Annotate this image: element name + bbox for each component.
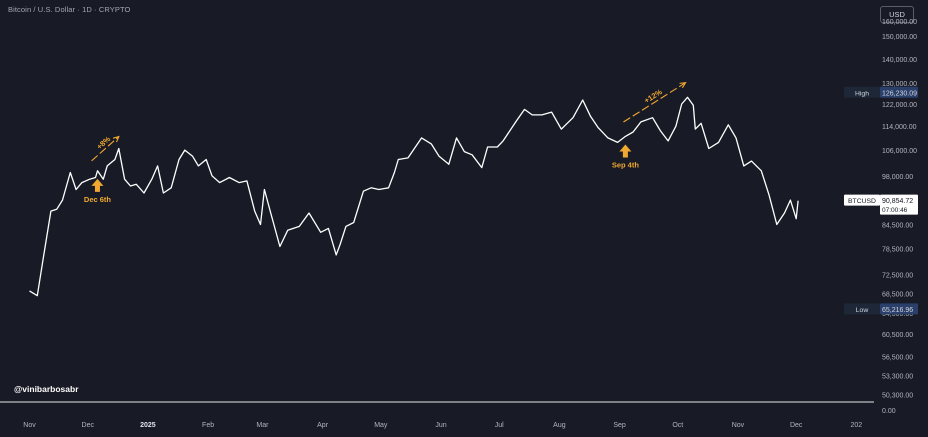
high-label-tag-bg — [844, 86, 880, 98]
x-tick-label: Apr — [317, 422, 329, 429]
move-arrow-line — [91, 136, 120, 162]
last-price-label-tag: BTCUSD — [848, 198, 876, 205]
x-tick-label: 202 — [851, 422, 863, 429]
price-line — [29, 96, 799, 297]
y-tick-label: 140,000.00 — [882, 57, 917, 64]
y-tick-label: 68,500.00 — [882, 291, 913, 298]
y-tick-label: 0.00 — [882, 408, 896, 415]
annotation-up-arrow-icon — [91, 178, 104, 192]
last-price-label-value-bg — [880, 194, 918, 215]
low-label-tag-bg — [844, 303, 880, 315]
x-tick-label: May — [374, 422, 388, 429]
currency-button[interactable]: USD — [880, 6, 914, 23]
annotation-up-arrow-icon — [619, 144, 632, 158]
x-tick-label: Mar — [256, 422, 269, 429]
y-tick-label: 50,300.00 — [882, 393, 913, 400]
x-tick-label: Feb — [202, 422, 214, 429]
y-tick-label: 60,500.00 — [882, 332, 913, 339]
last-price-label-countdown: 07:00:46 — [882, 207, 908, 214]
last-price-label-value: 90,854.72 — [882, 198, 913, 205]
y-tick-label: 56,500.00 — [882, 355, 913, 362]
x-tick-label: 2025 — [140, 422, 156, 429]
move-arrow-line — [623, 82, 686, 123]
low-label-tag: Low — [856, 307, 869, 314]
y-tick-label: 160,000.00 — [882, 19, 917, 26]
move-percent-label: +8% — [95, 134, 113, 151]
x-tick-label: Aug — [553, 422, 566, 429]
y-tick-label: 64,500.00 — [882, 311, 913, 318]
watermark: @vinibarbosabr — [14, 384, 79, 394]
high-label-tag: High — [855, 90, 869, 97]
x-tick-label: Sep — [613, 422, 626, 429]
x-tick-label: Nov — [732, 422, 745, 429]
symbol-title: Bitcoin / U.S. Dollar · 1D · CRYPTO — [8, 5, 131, 14]
y-tick-label: 106,000.00 — [882, 148, 917, 155]
move-arrowhead-icon — [112, 135, 120, 143]
high-label-value: 126,230.09 — [882, 90, 917, 97]
annotation-date-label: Dec 6th — [84, 195, 112, 204]
annotation-date-label: Sep 4th — [612, 160, 640, 169]
low-label-value: 65,216.96 — [882, 307, 913, 314]
y-tick-label: 98,000.00 — [882, 174, 913, 181]
last-price-label-tag-bg — [844, 194, 880, 206]
y-tick-label: 72,500.00 — [882, 273, 913, 280]
x-tick-label: Oct — [672, 422, 683, 429]
move-arrowhead-icon — [679, 82, 687, 89]
y-tick-label: 114,000.00 — [882, 124, 917, 131]
y-tick-label: 150,000.00 — [882, 34, 917, 41]
y-tick-label: 53,300.00 — [882, 374, 913, 381]
y-tick-label: 78,500.00 — [882, 247, 913, 254]
y-tick-label: 130,000.00 — [882, 81, 917, 88]
x-tick-label: Jul — [495, 422, 504, 429]
low-label-value-bg — [880, 303, 918, 315]
x-tick-label: Dec — [82, 422, 95, 429]
x-tick-label: Jun — [435, 422, 446, 429]
y-tick-label: 122,000.00 — [882, 102, 917, 109]
high-label-value-bg — [880, 86, 918, 98]
x-tick-label: Nov — [23, 422, 36, 429]
y-tick-label: 84,500.00 — [882, 222, 913, 229]
x-tick-label: Dec — [790, 422, 803, 429]
